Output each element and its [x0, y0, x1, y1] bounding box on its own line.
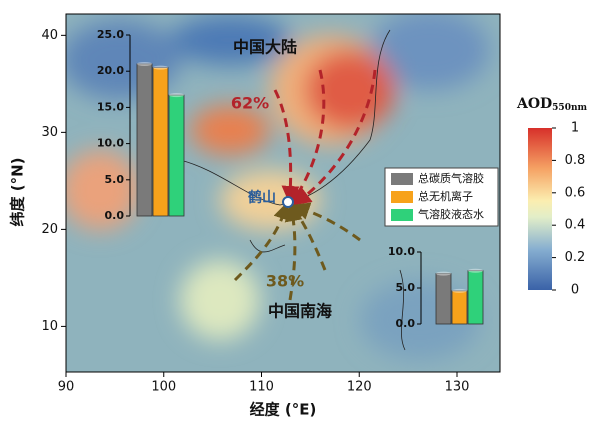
site-marker	[282, 196, 294, 208]
bar	[435, 273, 452, 325]
inset-tick-label: 0.0	[396, 317, 416, 330]
bar	[152, 67, 169, 217]
y-tick-label: 20	[41, 222, 58, 237]
x-axis-label: 经度 (°E)	[250, 401, 317, 419]
flow-arrows	[233, 69, 377, 301]
legend-label: 总无机离子	[418, 189, 473, 203]
y-tick-label: 30	[41, 125, 58, 140]
x-tick-label: 110	[249, 380, 274, 395]
legend-label: 气溶胶液态水	[418, 207, 484, 221]
inset-tick-label: 5.0	[105, 173, 125, 186]
legend-label: 总碳质气溶胶	[418, 171, 484, 185]
bar	[467, 270, 484, 325]
colorbar-tick-label: 0.6	[565, 185, 586, 200]
inset-tick-label: 20.0	[97, 64, 124, 77]
colorbar-tick-label: 0.8	[565, 153, 586, 168]
y-tick-label: 40	[41, 28, 58, 43]
map-frame	[65, 13, 501, 373]
legend-swatch	[391, 209, 413, 221]
annotation: 38%	[266, 272, 304, 291]
annotation: 中国大陆	[233, 38, 297, 57]
annotation: 中国南海	[268, 302, 332, 321]
bar-cap	[153, 65, 168, 70]
bar	[136, 63, 153, 217]
inset-tick-label: 0.0	[105, 209, 125, 222]
colorbar-tick-label: 1	[571, 121, 579, 136]
colorbar-title: AOD550nm	[516, 96, 588, 113]
legend-swatch	[391, 173, 413, 185]
bar	[451, 290, 468, 325]
y-axis-label: 纬度 (°N)	[9, 158, 27, 227]
inset-tick-label: 10.0	[97, 137, 124, 150]
colorbar-tick-label: 0	[571, 283, 579, 298]
x-tick-label: 130	[445, 380, 470, 395]
annotation: 62%	[231, 94, 269, 113]
y-tick-label: 10	[41, 319, 58, 334]
colorbar-tick-label: 0.2	[565, 250, 586, 265]
annotation: 鹤山	[248, 189, 276, 206]
inset-tick-label: 15.0	[97, 100, 124, 113]
bar-cap	[137, 61, 152, 66]
bar-cap	[452, 288, 467, 293]
legend-swatch	[391, 191, 413, 203]
x-tick-label: 90	[58, 380, 75, 395]
x-tick-label: 100	[151, 380, 176, 395]
inset-tick-label: 5.0	[396, 281, 416, 294]
inset-tick-label: 10.0	[388, 245, 415, 258]
x-tick-label: 120	[347, 380, 372, 395]
bar-cap	[436, 271, 451, 276]
colorbar-tick-label: 0.4	[565, 218, 586, 233]
bar-cap	[169, 93, 184, 98]
inset-tick-label: 25.0	[97, 28, 124, 41]
colorbar-title-main: AOD	[516, 96, 552, 112]
bar	[168, 94, 185, 217]
bar-cap	[468, 268, 483, 273]
colorbar-subscript: 550nm	[552, 103, 587, 113]
colorbar	[528, 128, 552, 290]
